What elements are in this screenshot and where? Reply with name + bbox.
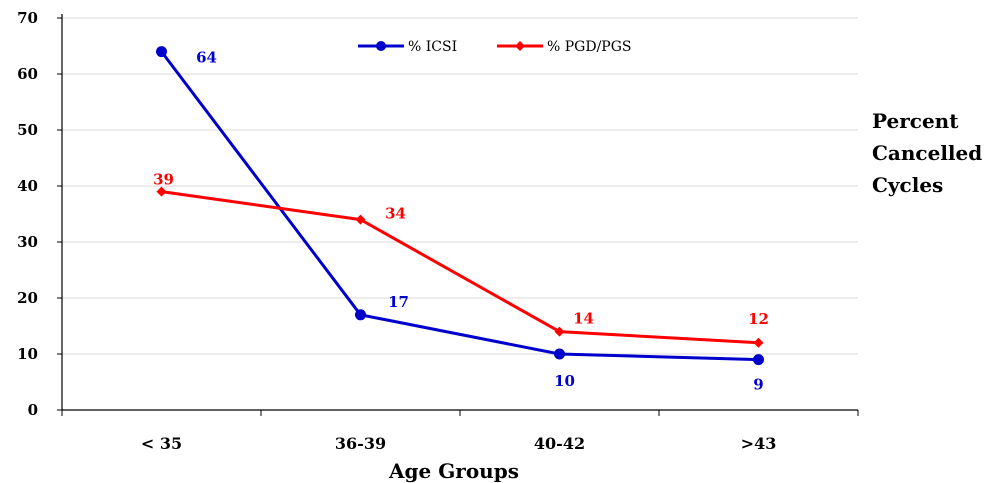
y-tick-label: 50: [17, 121, 38, 139]
y-axis-title-line-2: Cancelled: [872, 141, 982, 165]
legend-item: % ICSI: [358, 39, 457, 55]
legend-marker: [515, 41, 525, 51]
x-tick-label: < 35: [141, 434, 182, 453]
data-label: 9: [753, 376, 763, 394]
series-icsi: 64 17 10 9: [156, 46, 764, 394]
x-tick-label: 40-42: [534, 434, 585, 453]
legend-label: % PGD/PGS: [547, 39, 632, 55]
series-line: [160, 50, 759, 362]
x-tick-label: >43: [741, 434, 777, 453]
legend-label: % ICSI: [408, 39, 457, 55]
series: 64 17 10 9 39 34 14 12: [153, 46, 769, 394]
data-point: [156, 186, 167, 197]
data-label: 12: [748, 310, 769, 328]
data-point: [554, 326, 565, 337]
data-point: [753, 354, 764, 366]
legend-marker: [376, 41, 386, 51]
y-axis-title: Percent Cancelled Cycles: [872, 109, 989, 197]
y-tick-label: 20: [17, 289, 38, 307]
y-tick-label: 10: [17, 345, 38, 363]
y-tick-labels: 0 10 20 30 40 50 60 70: [17, 9, 38, 419]
data-label: 10: [554, 372, 575, 390]
legend-item: % PGD/PGS: [497, 39, 632, 55]
y-tick-label: 60: [17, 65, 38, 83]
x-tick-labels: < 35 36-39 40-42 >43: [141, 434, 776, 453]
data-point: [753, 337, 764, 348]
data-label: 64: [196, 49, 217, 67]
y-axis-title-line-1: Percent: [872, 109, 959, 133]
data-label: 34: [385, 205, 406, 223]
data-point: [554, 348, 565, 360]
y-tick-label: 0: [28, 401, 38, 419]
y-tick-label: 70: [17, 9, 38, 27]
series-line: [161, 190, 759, 345]
y-tick-label: 40: [17, 177, 38, 195]
gridlines: [62, 17, 858, 355]
x-tick-label: 36-39: [335, 434, 386, 453]
data-point: [355, 309, 366, 321]
data-label: 17: [388, 293, 409, 311]
series-pgd-pgs: 39 34 14 12: [153, 171, 769, 348]
data-label: 14: [573, 310, 594, 328]
legend: % ICSI % PGD/PGS: [358, 39, 632, 55]
data-label: 39: [153, 171, 174, 189]
data-point: [156, 46, 167, 58]
x-axis-title: Age Groups: [388, 459, 519, 483]
data-point: [355, 214, 366, 225]
y-axis-title-line-3: Cycles: [872, 173, 943, 197]
y-tick-label: 30: [17, 233, 38, 251]
axes: [57, 14, 859, 416]
